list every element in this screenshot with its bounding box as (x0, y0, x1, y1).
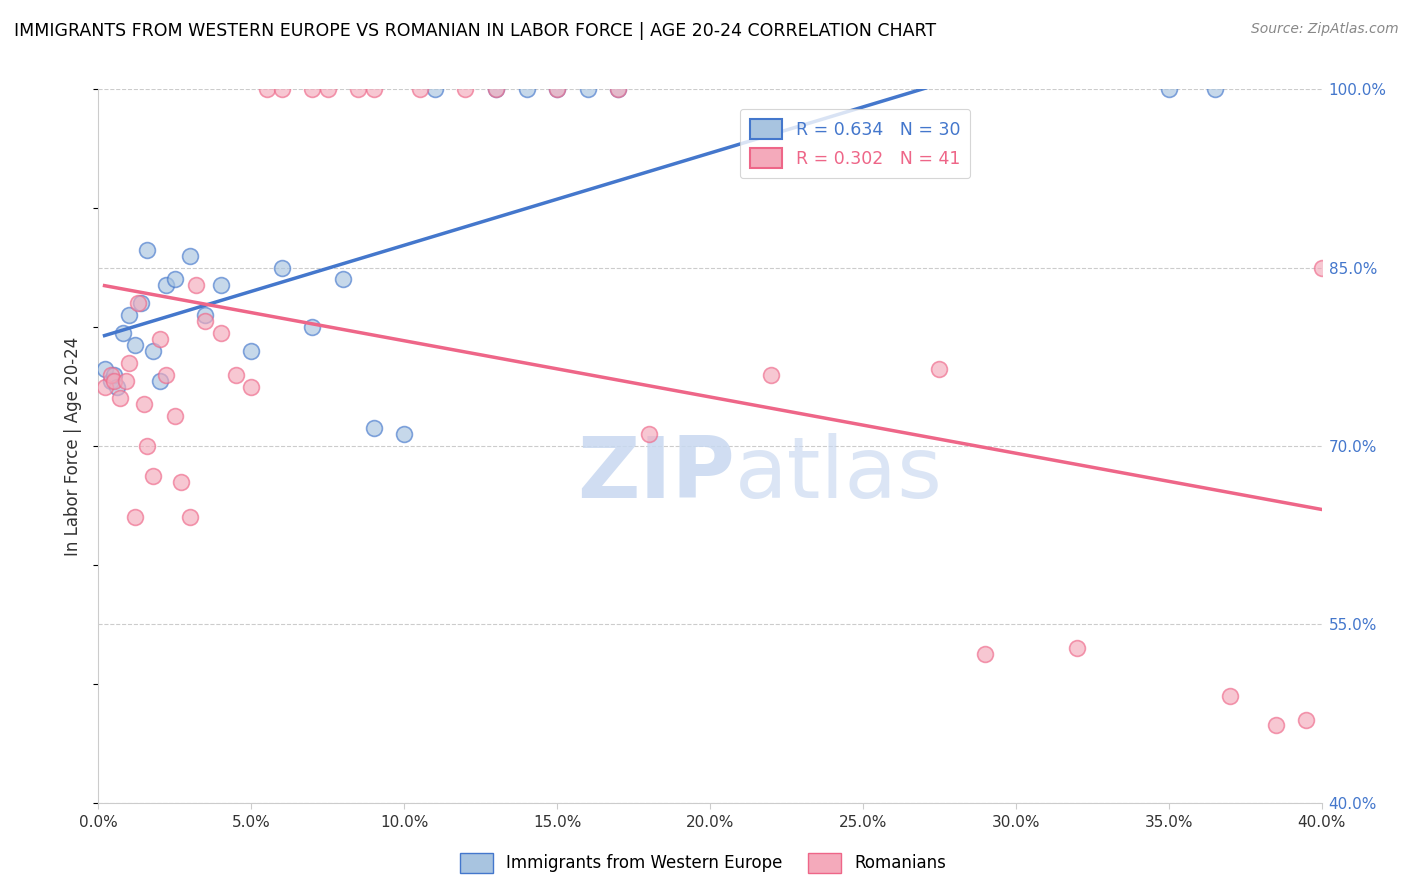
Point (163, 409, 186, 424)
Point (761, 368, 783, 382)
Point (240, 379, 263, 393)
Point (256, 82, 278, 96)
Text: Source: ZipAtlas.com: Source: ZipAtlas.com (1251, 22, 1399, 37)
Point (485, 82, 508, 96)
Point (392, 427, 416, 442)
Point (170, 475, 193, 489)
Point (1157, 82, 1180, 96)
Point (108, 392, 131, 406)
Point (1204, 82, 1226, 96)
Point (155, 278, 177, 293)
Point (225, 368, 247, 382)
Point (155, 368, 177, 382)
Point (100, 368, 122, 382)
Point (118, 356, 141, 370)
Point (485, 82, 508, 96)
Point (186, 278, 208, 293)
Point (93, 361, 115, 376)
Text: atlas: atlas (734, 433, 942, 516)
Point (209, 278, 232, 293)
Point (118, 308, 141, 322)
Point (194, 314, 217, 328)
Point (100, 374, 122, 388)
Point (1310, 260, 1333, 275)
Point (179, 510, 201, 524)
Point (607, 82, 630, 96)
Point (103, 374, 125, 388)
Point (423, 82, 446, 96)
Point (638, 427, 661, 442)
Point (124, 338, 146, 352)
Point (124, 510, 146, 524)
Point (93, 379, 115, 393)
Point (363, 82, 385, 96)
Point (270, 82, 294, 96)
Point (115, 374, 138, 388)
Point (301, 82, 323, 96)
Point (136, 439, 159, 453)
Point (149, 332, 172, 346)
Legend: Immigrants from Western Europe, Romanians: Immigrants from Western Europe, Romanian… (453, 847, 953, 880)
Point (332, 272, 354, 286)
Point (316, 82, 339, 96)
Point (136, 243, 159, 257)
Point (1264, 718, 1286, 732)
Y-axis label: In Labor Force | Age 20-24: In Labor Force | Age 20-24 (65, 336, 83, 556)
Point (607, 82, 630, 96)
Text: IMMIGRANTS FROM WESTERN EUROPE VS ROMANIAN IN LABOR FORCE | AGE 20-24 CORRELATIO: IMMIGRANTS FROM WESTERN EUROPE VS ROMANI… (14, 22, 936, 40)
Point (546, 82, 568, 96)
Point (1219, 689, 1241, 703)
Point (179, 249, 201, 263)
Point (408, 82, 430, 96)
Point (301, 320, 323, 334)
Point (142, 468, 165, 483)
Point (127, 296, 149, 310)
Point (194, 308, 217, 322)
Point (129, 296, 152, 310)
Point (363, 421, 385, 435)
Point (105, 379, 128, 393)
Point (134, 397, 156, 411)
Point (149, 374, 172, 388)
Point (142, 343, 165, 358)
Point (454, 82, 477, 96)
Point (1295, 713, 1317, 727)
Point (163, 272, 186, 286)
Point (111, 326, 134, 340)
Point (347, 82, 370, 96)
Point (1066, 641, 1088, 656)
Point (516, 82, 538, 96)
Point (240, 343, 263, 358)
Text: ZIP: ZIP (576, 433, 734, 516)
Point (103, 368, 125, 382)
Point (974, 647, 997, 661)
Legend: R = 0.634   N = 30, R = 0.302   N = 41: R = 0.634 N = 30, R = 0.302 N = 41 (740, 109, 970, 178)
Point (546, 82, 568, 96)
Point (209, 326, 232, 340)
Point (928, 361, 950, 376)
Point (576, 82, 599, 96)
Point (270, 260, 294, 275)
